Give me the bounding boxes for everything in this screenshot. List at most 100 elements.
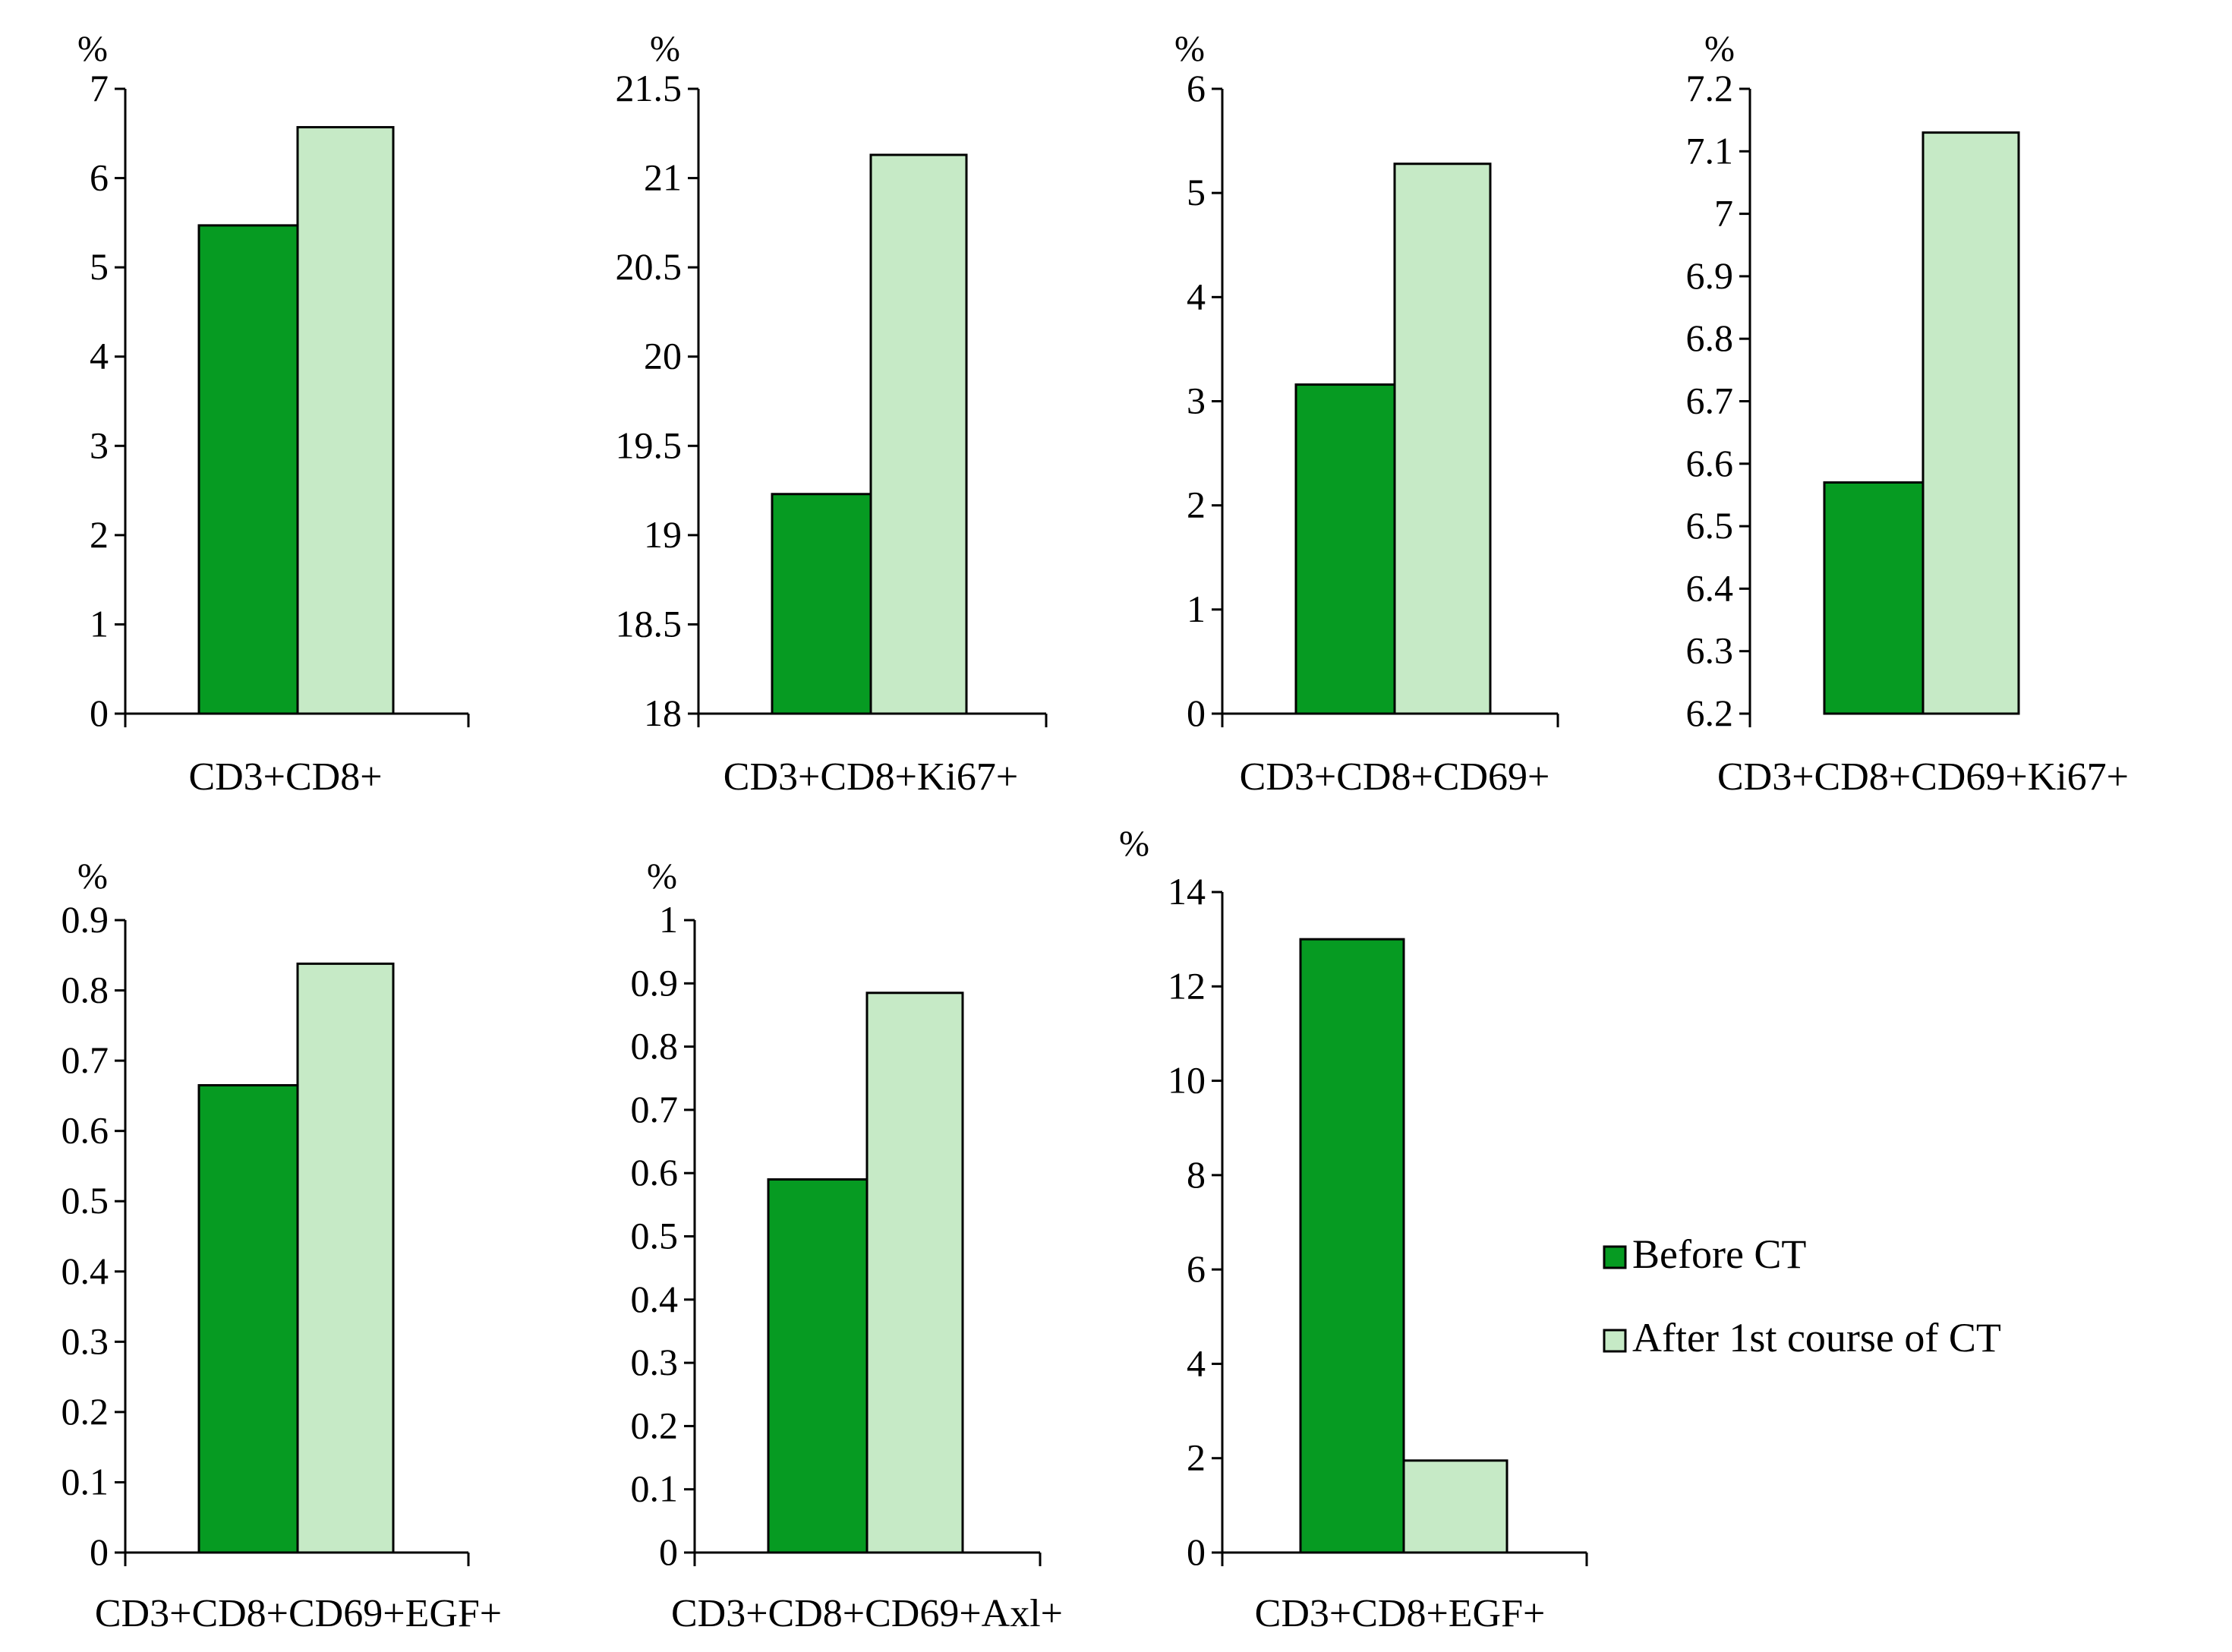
y-tick-label: 0.3 xyxy=(61,1319,109,1362)
y-unit-label: % xyxy=(77,29,108,69)
bar-before-ct-3 xyxy=(1294,383,1396,715)
y-tick-label: 0 xyxy=(659,1531,678,1573)
y-tick-label: 20 xyxy=(644,335,682,377)
bar-after-ct-2 xyxy=(869,153,968,715)
y-tick-label: 6 xyxy=(1187,1247,1206,1290)
chart-panel-1: 0 1 2 3 4 5 6 7% CD3+CD8+ xyxy=(77,29,470,799)
y-tick-label: 21.5 xyxy=(616,67,683,109)
y-tick-label: 21 xyxy=(644,156,682,199)
y-tick-label: 6.7 xyxy=(1686,380,1734,422)
y-unit-label: % xyxy=(650,29,680,69)
y-tick-label: 6.2 xyxy=(1686,692,1734,734)
y-tick-label: 0.9 xyxy=(631,961,679,1004)
charts-container: 01234567%CD3+CD8+1818.51919.52020.52121.… xyxy=(61,29,2130,1635)
y-tick-label: 0 xyxy=(1187,1531,1206,1573)
legend-label-after: After 1st course of CT xyxy=(1632,1315,2001,1360)
y-tick-label: 0.5 xyxy=(631,1215,679,1257)
y-tick-label: 2 xyxy=(1187,484,1206,526)
y-tick-label: 0.7 xyxy=(631,1088,679,1130)
y-tick-label: 6 xyxy=(90,156,109,199)
bar-after-ct-5 xyxy=(296,962,395,1554)
bar-before-ct-6 xyxy=(767,1178,869,1554)
y-unit-label: % xyxy=(1119,824,1149,864)
y-tick-label: 0 xyxy=(90,1531,109,1573)
bar-before-ct-2 xyxy=(771,493,872,715)
y-tick-label: 4 xyxy=(90,335,109,377)
y-tick-label: 0.5 xyxy=(61,1179,109,1222)
y-tick-label: 7 xyxy=(90,67,109,109)
y-tick-label: 4 xyxy=(1187,275,1206,317)
chart-panel-6: 0 0.1 0.2 0.3 0.4 0.5 0.6 0.7 0.8 0.9 1% CD3+CD8+CD… xyxy=(631,856,1064,1635)
category-label: CD3+CD8+CD69+Ki67+ xyxy=(1717,755,2129,799)
category-label: CD3+CD8+EGF+ xyxy=(1255,1592,1546,1635)
y-tick-label: 2 xyxy=(1187,1436,1206,1479)
y-tick-label: 6.6 xyxy=(1686,442,1734,484)
legend-swatch-before xyxy=(1603,1245,1627,1269)
y-unit-label: % xyxy=(1704,29,1735,69)
y-tick-label: 6.5 xyxy=(1686,504,1734,547)
chart-panel-3: 0 1 2 3 4 5 6% CD3+CD8+CD69+ xyxy=(1174,29,1559,799)
y-tick-label: 6.3 xyxy=(1686,629,1734,672)
y-tick-label: 7.2 xyxy=(1686,67,1734,109)
bar-after-ct-6 xyxy=(865,992,964,1554)
bar-before-ct-4 xyxy=(1823,481,1925,715)
y-tick-label: 0.6 xyxy=(631,1151,679,1193)
y-tick-label: 5 xyxy=(1187,171,1206,213)
y-tick-label: 6.4 xyxy=(1686,566,1734,609)
y-tick-label: 19.5 xyxy=(616,424,683,466)
y-tick-label: 18 xyxy=(644,692,682,734)
chart-panel-4: 6.2 6.3 6.4 6.5 6.6 6.7 6.8 6.9 7 7.1 7.2% CD3+CD8+… xyxy=(1686,29,2130,799)
y-tick-label: 2 xyxy=(90,513,109,556)
bar-before-ct-1 xyxy=(197,224,299,715)
chart-panel-5: 0 0.1 0.2 0.3 0.4 0.5 0.6 0.7 0.8 0.9% CD3+CD8+CD6… xyxy=(61,856,503,1635)
y-tick-label: 0 xyxy=(1187,692,1206,734)
y-tick-label: 0.4 xyxy=(61,1250,109,1292)
y-tick-label: 6 xyxy=(1187,67,1206,109)
y-tick-label: 5 xyxy=(90,245,109,288)
y-tick-label: 0.8 xyxy=(631,1025,679,1067)
y-tick-label: 10 xyxy=(1168,1059,1206,1102)
y-tick-label: 1 xyxy=(659,898,678,941)
y-tick-label: 1 xyxy=(1187,588,1206,630)
legend: Before CT After 1st course of CT xyxy=(1603,1231,2001,1360)
category-label: CD3+CD8+CD69+EGF+ xyxy=(95,1592,502,1635)
category-label: CD3+CD8+CD69+ xyxy=(1240,755,1550,799)
y-tick-label: 0.9 xyxy=(61,898,109,941)
y-tick-label: 0.4 xyxy=(631,1278,679,1320)
legend-label-before: Before CT xyxy=(1632,1231,1806,1277)
bar-after-ct-4 xyxy=(1921,131,2020,715)
y-tick-label: 3 xyxy=(1187,380,1206,422)
y-tick-label: 6.9 xyxy=(1686,254,1734,297)
category-label: CD3+CD8+CD69+Axl+ xyxy=(671,1592,1063,1635)
bar-after-ct-1 xyxy=(296,126,395,715)
chart-panel-2: 18 18.5 19 19.5 20 20.5 21 21.5% CD3+CD8+Ki67+ xyxy=(616,29,1048,799)
y-tick-label: 1 xyxy=(90,602,109,645)
y-tick-label: 12 xyxy=(1168,964,1206,1007)
y-tick-label: 0.2 xyxy=(61,1390,109,1433)
y-tick-label: 8 xyxy=(1187,1153,1206,1196)
legend-swatch-after xyxy=(1603,1329,1627,1353)
category-label: CD3+CD8+Ki67+ xyxy=(724,755,1018,799)
y-tick-label: 7 xyxy=(1714,192,1733,235)
bar-after-ct-7 xyxy=(1402,1459,1508,1554)
y-tick-label: 0.7 xyxy=(61,1039,109,1081)
y-tick-label: 4 xyxy=(1187,1341,1206,1384)
y-unit-label: % xyxy=(647,856,677,897)
chart-panel-7: 0 2 4 6 8 10 12 14% CD3+CD8+EGF+ xyxy=(1119,824,1588,1635)
y-tick-label: 0.1 xyxy=(631,1468,679,1510)
y-tick-label: 3 xyxy=(90,424,109,466)
y-tick-label: 20.5 xyxy=(616,245,683,288)
y-unit-label: % xyxy=(77,856,108,897)
y-tick-label: 0.1 xyxy=(61,1460,109,1502)
y-tick-label: 0 xyxy=(90,692,109,734)
bar-after-ct-3 xyxy=(1393,162,1492,715)
y-tick-label: 6.8 xyxy=(1686,317,1734,359)
y-tick-label: 19 xyxy=(644,513,682,556)
y-tick-label: 7.1 xyxy=(1686,129,1734,172)
y-tick-label: 0.2 xyxy=(631,1404,679,1446)
bar-before-ct-7 xyxy=(1299,938,1405,1554)
y-tick-label: 0.3 xyxy=(631,1341,679,1383)
y-tick-label: 0.8 xyxy=(61,969,109,1011)
y-tick-label: 0.6 xyxy=(61,1109,109,1152)
